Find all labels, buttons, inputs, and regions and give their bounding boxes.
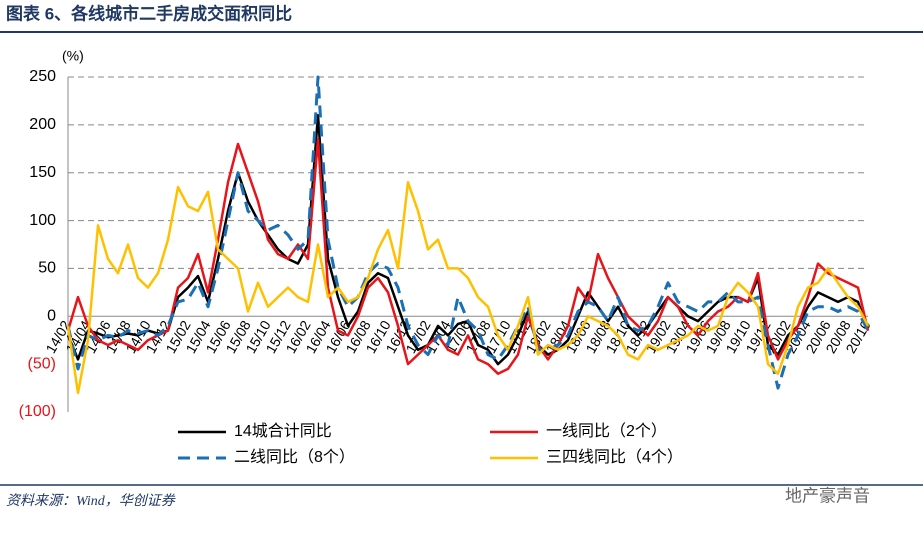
y-tick-label: 150	[29, 164, 56, 181]
y-tick-label: 250	[29, 68, 56, 85]
y-tick-label: (50)	[28, 355, 56, 372]
y-tick-label: 100	[29, 212, 56, 229]
legend-label: 一线同比（2个）	[546, 422, 667, 440]
chart-title: 图表 6、各线城市二手房成交面积同比	[6, 3, 292, 23]
source: 资料来源：Wind，华创证券	[6, 493, 176, 509]
y-tick-label: 50	[38, 260, 56, 277]
y-tick-label: 200	[29, 116, 56, 133]
watermark: 地产豪声音	[785, 485, 870, 505]
series-line	[66, 75, 870, 390]
y-tick-label: 0	[47, 308, 56, 325]
y-unit: (%)	[62, 48, 84, 64]
y-tick-label: (100)	[19, 403, 56, 420]
legend-label: 三四线同比（4个）	[546, 448, 683, 466]
legend-label: 14城合计同比	[234, 422, 332, 440]
series-line	[66, 181, 870, 395]
legend-label: 二线同比（8个）	[234, 448, 355, 466]
